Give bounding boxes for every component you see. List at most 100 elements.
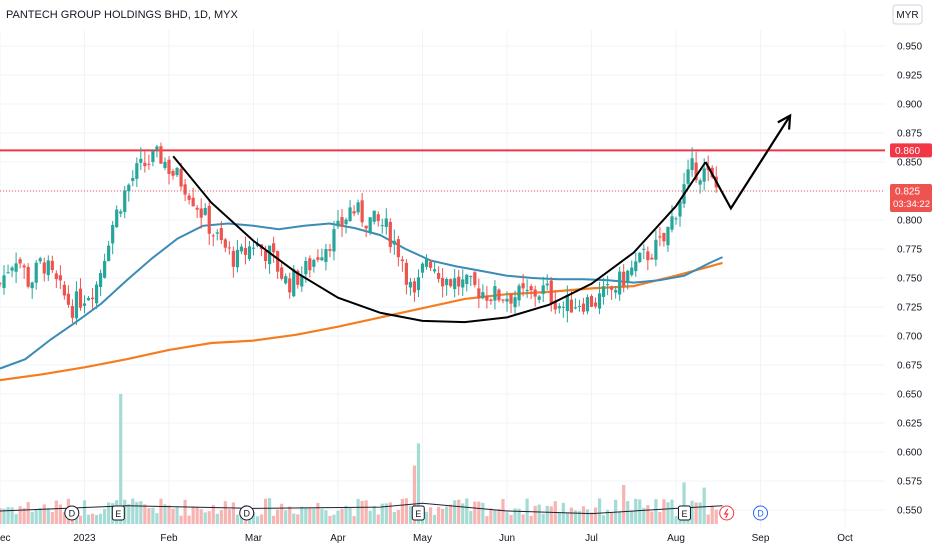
candle-body	[239, 246, 244, 252]
volume-bar	[557, 513, 561, 524]
volume-bar	[622, 485, 626, 524]
time-axis[interactable]: ec 2023 Feb Mar Apr May Jun Jul Aug Sep Oct	[0, 533, 853, 544]
currency-button[interactable]: MYR	[892, 4, 923, 25]
volume-bars	[0, 394, 718, 524]
volume-bar	[195, 507, 199, 524]
time-tick: Feb	[160, 533, 178, 544]
volume-bar	[187, 515, 191, 524]
volume-bar	[219, 510, 223, 524]
candle-body	[638, 252, 642, 263]
volume-bar	[78, 515, 83, 524]
candle-body	[521, 283, 525, 289]
candle-body	[243, 248, 248, 255]
candle-body	[368, 217, 372, 234]
candle-body	[58, 275, 62, 281]
candle-body	[614, 289, 618, 293]
volume-bar	[509, 514, 513, 524]
candle-body	[686, 169, 690, 184]
candle-body	[267, 245, 272, 265]
time-tick: Jun	[499, 533, 515, 544]
volume-bar	[348, 508, 352, 524]
volume-bar	[267, 498, 272, 524]
candle-body	[288, 278, 292, 293]
candle-body	[187, 195, 191, 200]
volume-bar	[533, 505, 537, 524]
candle-body	[662, 232, 666, 242]
candle-body	[537, 296, 541, 300]
volume-bar	[86, 514, 91, 524]
time-tick: ec	[0, 533, 11, 544]
candle-body	[618, 271, 622, 295]
candle-body	[316, 257, 320, 260]
candle-body	[441, 277, 445, 287]
candle-body	[493, 286, 497, 301]
candle-body	[2, 275, 6, 288]
candle-body	[171, 170, 175, 176]
candle-body	[436, 273, 441, 279]
candle-body	[626, 270, 630, 283]
currency-label: MYR	[896, 10, 918, 21]
volume-bar	[408, 506, 413, 524]
volume-bar	[6, 507, 10, 524]
candle-body	[597, 293, 602, 309]
volume-bar	[445, 506, 449, 524]
price-tick: 0.775	[897, 245, 922, 256]
volume-bar	[332, 514, 336, 524]
candle-body	[336, 220, 340, 227]
last-price-label: 0.825	[895, 187, 920, 198]
volume-bar	[239, 515, 244, 524]
volume-bar	[585, 509, 590, 524]
candle-body	[199, 208, 203, 218]
candle-body	[449, 279, 453, 287]
price-axis[interactable]: 0.950 0.925 0.900 0.875 0.850 0.825 0.800 0.775…	[897, 42, 922, 517]
candle-body	[219, 228, 223, 241]
candle-body	[565, 295, 569, 312]
price-tick: 0.750	[897, 274, 922, 285]
volume-bar	[368, 510, 372, 524]
candle-body	[666, 226, 670, 246]
volume-bar	[396, 509, 400, 524]
candle-body	[581, 303, 586, 312]
candle-body	[66, 293, 71, 305]
candle-body	[70, 306, 75, 318]
volume-bar	[465, 498, 469, 524]
volume-bar	[646, 505, 650, 524]
candle-body	[529, 286, 533, 291]
volume-bar	[698, 502, 702, 524]
candle-body	[630, 267, 634, 276]
volume-bar	[706, 514, 710, 524]
price-tick: 0.650	[897, 390, 922, 401]
time-tick: Apr	[330, 533, 346, 544]
candle-body	[135, 163, 139, 179]
time-tick: May	[413, 533, 432, 544]
price-tick: 0.875	[897, 129, 922, 140]
earnings-marker-text: E	[115, 509, 121, 519]
candle-body	[98, 273, 103, 287]
volume-bar	[207, 511, 211, 524]
resistance-price-label: 0.860	[895, 146, 920, 157]
volume-bar	[400, 498, 404, 524]
volume-bar	[356, 498, 360, 524]
candle-body	[167, 159, 171, 174]
volume-bar	[352, 516, 356, 524]
price-tick: 0.725	[897, 303, 922, 314]
volume-bar	[702, 487, 706, 524]
candle-body	[420, 263, 425, 273]
candle-body	[332, 229, 336, 252]
candle-body	[163, 161, 167, 169]
candle-body	[509, 294, 513, 304]
candle-body	[107, 245, 111, 262]
candle-body	[545, 283, 549, 286]
lightning-icon	[723, 508, 729, 519]
volume-bar	[432, 514, 437, 524]
volume-bar	[545, 505, 549, 524]
time-tick: Oct	[837, 533, 853, 544]
cup-pattern-arc[interactable]	[172, 155, 707, 324]
candle-body	[235, 249, 240, 268]
candle-body	[247, 246, 252, 260]
candle-body	[445, 279, 449, 286]
volume-bar	[46, 508, 50, 524]
projection-arrow[interactable]	[704, 115, 792, 211]
